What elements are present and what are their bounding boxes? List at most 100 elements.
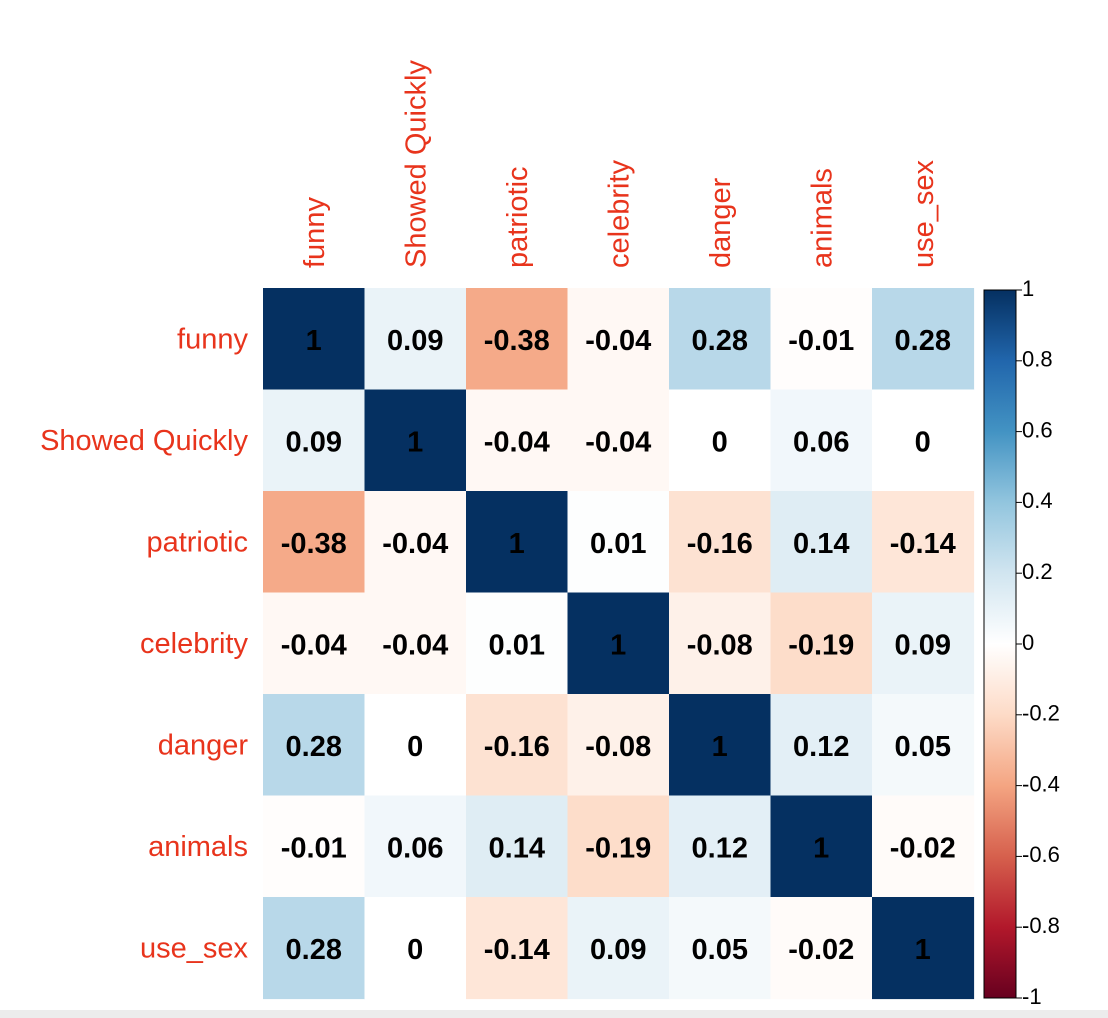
heatmap-cell [466,491,569,594]
cell-value-label: 0.14 [793,528,849,560]
cell-value-label: 0.09 [387,325,443,357]
heatmap-cell [263,592,366,695]
heatmap-cell [263,288,366,391]
cell-value-label: 0.28 [895,325,951,357]
heatmap-cell [872,694,975,797]
cell-value-label: -0.02 [890,832,956,864]
cell-value-label: -0.04 [484,426,550,458]
row-label-use-sex: use_sex [140,932,249,964]
heatmap-cell [770,288,873,391]
heatmap-cell [263,795,366,898]
cell-value-label: 0.09 [895,629,951,661]
cell-value-label: 0 [407,934,423,966]
colorbar-tick-label: 0 [1022,630,1034,655]
cell-value-label: 0.09 [286,426,342,458]
cell-value-label: -0.04 [281,629,347,661]
heatmap-cell [770,897,873,1000]
column-label-use-sex: use_sex [908,159,940,268]
cell-value-label: 0.12 [692,832,748,864]
cell-value-label: -0.16 [687,528,753,560]
column-label-showed-quickly: Showed Quickly [400,60,432,268]
heatmap-cell [466,389,569,492]
cell-value-label: -0.08 [687,629,753,661]
cell-value-label: 0.28 [286,934,342,966]
heatmap-cell [567,694,670,797]
column-label-danger: danger [705,177,737,268]
cell-value-label: 0.06 [387,832,443,864]
heatmap-cell [466,592,569,695]
heatmap-cell [669,389,772,492]
cell-value-label: -0.38 [281,528,347,560]
heatmap-cell [364,389,467,492]
heatmap-cell [466,795,569,898]
colorbar-tick-label: 1 [1022,276,1034,301]
heatmap-cell [567,491,670,594]
heatmap-cell [669,795,772,898]
cell-value-label: -0.16 [484,731,550,763]
heatmap-cell [364,491,467,594]
bottom-strip [0,1010,1108,1018]
cell-value-label: -0.19 [585,832,651,864]
cell-value-label: 1 [712,731,728,763]
heatmap-cell [364,592,467,695]
row-label-animals: animals [148,831,248,863]
heatmap-cell [872,389,975,492]
heatmap-cell [872,491,975,594]
row-label-celebrity: celebrity [140,628,248,660]
cell-value-label: 0.01 [590,528,646,560]
heatmap-cell [263,897,366,1000]
heatmap-cell [263,389,366,492]
colorbar-tick-label: -0.8 [1022,913,1060,938]
cell-value-label: -0.01 [281,832,347,864]
cell-value-label: -0.14 [484,934,550,966]
heatmap-cell [364,795,467,898]
cell-value-label: -0.02 [788,934,854,966]
heatmap-cell [770,694,873,797]
cell-value-label: 0 [915,426,931,458]
column-label-patriotic: patriotic [502,166,534,268]
cell-value-label: 0.12 [793,731,849,763]
heatmap-cell [872,592,975,695]
heatmap-cell [669,592,772,695]
cell-value-label: 1 [813,832,829,864]
cell-value-label: -0.38 [484,325,550,357]
heatmap-cell [770,592,873,695]
cell-value-label: 1 [306,325,322,357]
cell-value-label: 0.06 [793,426,849,458]
cell-value-label: -0.01 [788,325,854,357]
row-label-showed-quickly: Showed Quickly [40,425,248,457]
cell-value-label: 1 [610,629,626,661]
heatmap-cell [669,897,772,1000]
heatmap-cell [364,897,467,1000]
column-label-funny: funny [299,197,331,268]
row-label-danger: danger [158,729,249,761]
heatmap-cell [770,389,873,492]
heatmap-cell [770,491,873,594]
cell-value-label: 0.14 [489,832,545,864]
heatmap-cell [567,389,670,492]
colorbar-tick-label: -0.4 [1022,771,1060,796]
cell-value-label: -0.08 [585,731,651,763]
row-label-patriotic: patriotic [146,526,248,558]
cell-value-label: -0.04 [585,325,651,357]
column-label-celebrity: celebrity [603,160,635,268]
heatmap-cell [567,592,670,695]
heatmap-cell [567,288,670,391]
heatmap-cell [364,694,467,797]
cell-value-label: 1 [915,934,931,966]
heatmap-cell [263,694,366,797]
cell-value-label: -0.14 [890,528,956,560]
cell-value-label: 0.28 [286,731,342,763]
cell-value-label: 0.09 [590,934,646,966]
colorbar-tick-label: -0.2 [1022,701,1060,726]
colorbar-tick-label: 0.8 [1022,347,1053,372]
heatmap-cell [364,288,467,391]
cell-value-label: 0.28 [692,325,748,357]
colorbar [983,289,1017,999]
heatmap-cell [872,897,975,1000]
heatmap-cell [567,897,670,1000]
cell-value-label: 0 [407,731,423,763]
heatmap-cell [466,897,569,1000]
